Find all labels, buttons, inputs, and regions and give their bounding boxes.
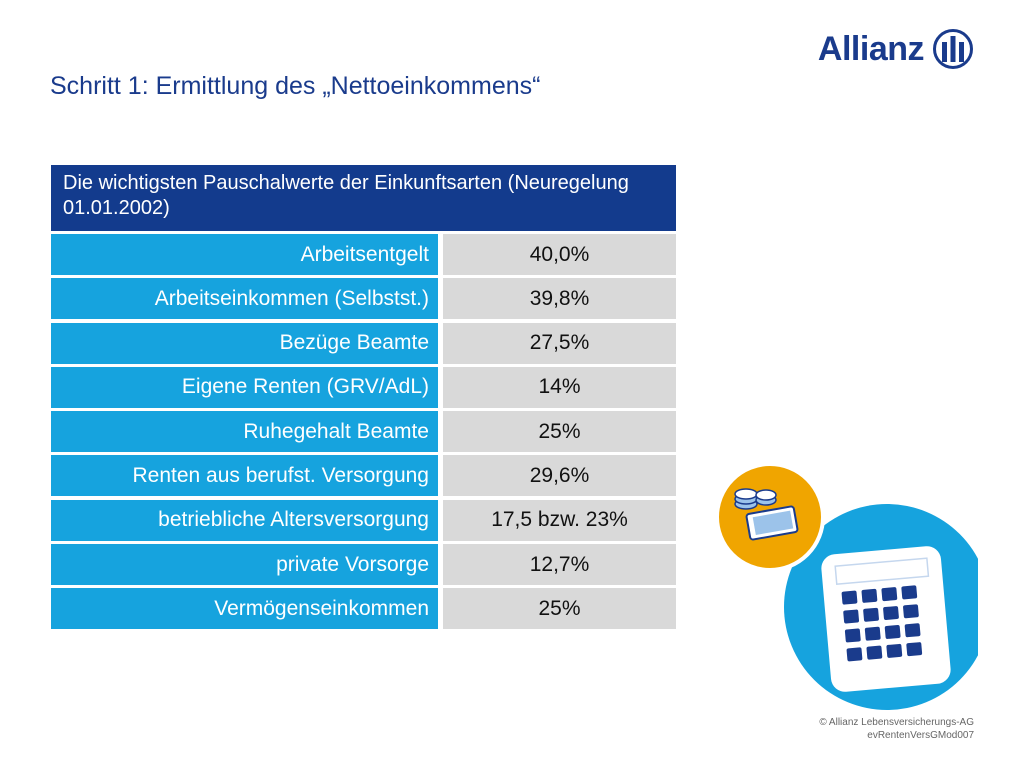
table-row: Renten aus berufst. Versorgung 29,6%	[51, 455, 676, 497]
row-value: 39,8%	[443, 278, 676, 320]
row-label: betriebliche Altersversorgung	[51, 499, 438, 541]
footer: © Allianz Lebensversicherungs-AG evRente…	[819, 716, 974, 742]
table-row: private Vorsorge 12,7%	[51, 544, 676, 586]
row-value: 25%	[443, 411, 676, 453]
calculator-money-illustration	[716, 462, 978, 710]
table-row: Eigene Renten (GRV/AdL) 14%	[51, 366, 676, 408]
row-label: Renten aus berufst. Versorgung	[51, 455, 438, 497]
row-value: 12,7%	[443, 544, 676, 586]
row-label: Eigene Renten (GRV/AdL)	[51, 366, 438, 408]
row-value: 40,0%	[443, 234, 676, 275]
footer-copyright: © Allianz Lebensversicherungs-AG	[819, 717, 974, 728]
row-label: Ruhegehalt Beamte	[51, 411, 438, 453]
table-row: betriebliche Altersversorgung 17,5 bzw. 2…	[51, 499, 676, 541]
page-title: Schritt 1: Ermittlung des „Nettoeinkomme…	[50, 72, 541, 100]
allianz-eagle-icon	[933, 29, 973, 69]
row-label: Bezüge Beamte	[51, 322, 438, 364]
table-row: Arbeitsentgelt 40,0%	[51, 234, 676, 275]
row-value: 29,6%	[443, 455, 676, 497]
row-label: private Vorsorge	[51, 544, 438, 586]
table-row: Vermögenseinkommen 25%	[51, 588, 676, 630]
table-row: Bezüge Beamte 27,5%	[51, 322, 676, 364]
table-header: Die wichtigsten Pauschalwerte der Einkun…	[51, 165, 676, 231]
logo-wordmark: Allianz	[817, 29, 925, 68]
row-value: 25%	[443, 588, 676, 630]
footer-document-id: evRentenVersGMod007	[867, 730, 974, 741]
row-value: 27,5%	[443, 322, 676, 364]
pauschalwerte-table: Die wichtigsten Pauschalwerte der Einkun…	[51, 165, 676, 633]
money-icon	[734, 488, 799, 541]
allianz-logo: Allianz	[818, 28, 974, 70]
table-row: Ruhegehalt Beamte 25%	[51, 411, 676, 453]
row-value: 14%	[443, 366, 676, 408]
row-label: Arbeitseinkommen (Selbstst.)	[51, 278, 438, 320]
row-value: 17,5 bzw. 23%	[443, 499, 676, 541]
row-label: Vermögenseinkommen	[51, 588, 438, 630]
row-label: Arbeitsentgelt	[51, 234, 438, 275]
table-row: Arbeitseinkommen (Selbstst.) 39,8%	[51, 278, 676, 320]
calculator-icon	[821, 546, 951, 692]
